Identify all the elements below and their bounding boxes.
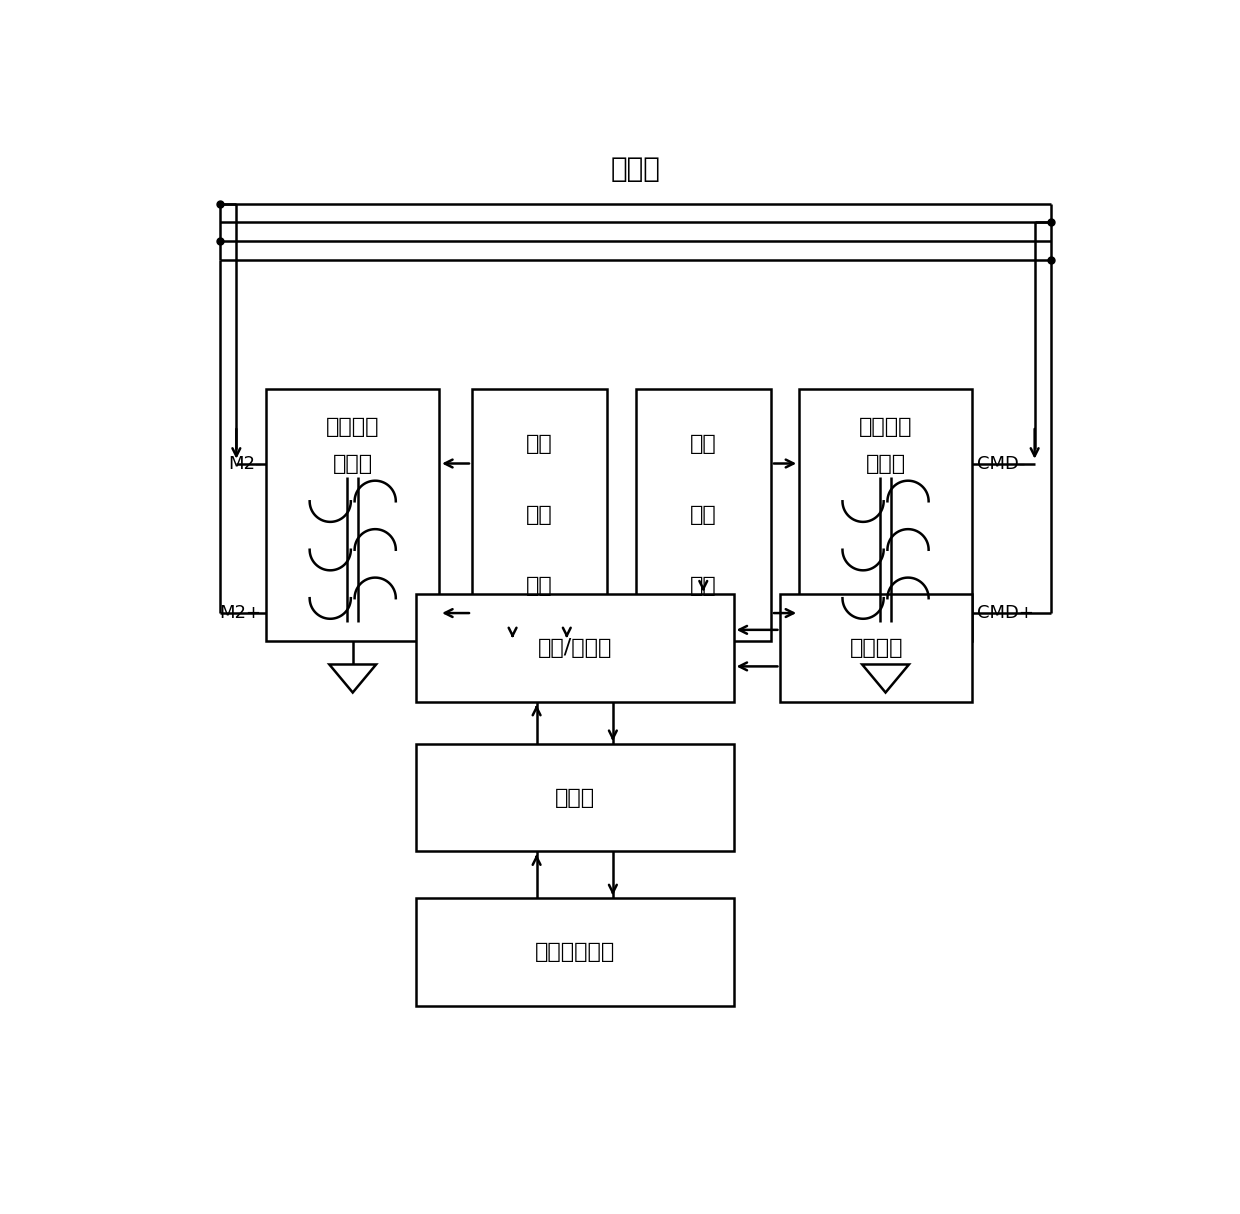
Text: 主总线: 主总线	[610, 155, 661, 183]
Text: 门电路: 门电路	[554, 788, 595, 807]
Text: 转换: 转换	[689, 505, 717, 524]
Text: 驱动隔离: 驱动隔离	[326, 416, 379, 437]
Text: 信号处理电路: 信号处理电路	[534, 942, 615, 961]
Text: 极性隔离: 极性隔离	[859, 416, 913, 437]
Text: 编码/解码器: 编码/解码器	[538, 639, 611, 658]
Text: 极性: 极性	[689, 435, 717, 454]
FancyBboxPatch shape	[267, 388, 439, 641]
FancyBboxPatch shape	[415, 744, 734, 851]
Text: CMD-: CMD-	[977, 454, 1025, 472]
FancyBboxPatch shape	[780, 595, 972, 702]
FancyBboxPatch shape	[415, 898, 734, 1005]
FancyBboxPatch shape	[472, 388, 608, 641]
FancyBboxPatch shape	[799, 388, 972, 641]
Text: 变压器: 变压器	[866, 454, 905, 475]
Text: M2-: M2-	[228, 454, 262, 472]
Text: 电路: 电路	[689, 575, 717, 596]
FancyBboxPatch shape	[415, 595, 734, 702]
Text: M2+: M2+	[219, 605, 262, 622]
Text: 驱动: 驱动	[526, 505, 553, 524]
FancyBboxPatch shape	[635, 388, 771, 641]
Text: 时钟电路: 时钟电路	[849, 639, 903, 658]
Text: 信号: 信号	[526, 435, 553, 454]
Text: 变压器: 变压器	[332, 454, 373, 475]
Text: 电路: 电路	[526, 575, 553, 596]
Text: CMD+: CMD+	[977, 605, 1034, 622]
